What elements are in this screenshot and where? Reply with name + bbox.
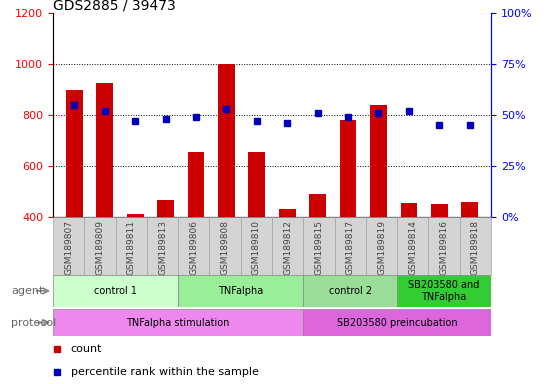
- Bar: [84, 217, 116, 275]
- Bar: [187, 152, 204, 217]
- Text: count: count: [70, 344, 102, 354]
- Bar: [209, 217, 240, 275]
- Text: GSM189808: GSM189808: [220, 220, 229, 275]
- Bar: [178, 217, 209, 275]
- Text: GDS2885 / 39473: GDS2885 / 39473: [53, 0, 176, 12]
- Bar: [397, 275, 491, 307]
- Bar: [304, 309, 491, 336]
- Text: GSM189819: GSM189819: [377, 220, 386, 275]
- Bar: [431, 204, 448, 217]
- Text: GSM189818: GSM189818: [471, 220, 480, 275]
- Bar: [429, 217, 460, 275]
- Bar: [335, 217, 366, 275]
- Text: GSM189816: GSM189816: [440, 220, 449, 275]
- Text: GSM189807: GSM189807: [64, 220, 73, 275]
- Bar: [178, 275, 304, 307]
- Text: agent: agent: [11, 286, 44, 296]
- Text: GSM189813: GSM189813: [158, 220, 167, 275]
- Text: SB203580 preincubation: SB203580 preincubation: [337, 318, 458, 328]
- Bar: [460, 217, 491, 275]
- Bar: [240, 217, 272, 275]
- Bar: [340, 120, 357, 217]
- Bar: [272, 217, 304, 275]
- Text: protocol: protocol: [11, 318, 56, 328]
- Bar: [147, 217, 178, 275]
- Bar: [309, 194, 326, 217]
- Bar: [304, 275, 397, 307]
- Text: GSM189809: GSM189809: [95, 220, 104, 275]
- Bar: [401, 203, 417, 217]
- Bar: [66, 90, 83, 217]
- Bar: [370, 105, 387, 217]
- Text: GSM189806: GSM189806: [189, 220, 198, 275]
- Bar: [53, 275, 178, 307]
- Text: control 2: control 2: [329, 286, 372, 296]
- Bar: [248, 152, 265, 217]
- Bar: [304, 217, 335, 275]
- Bar: [157, 200, 174, 217]
- Bar: [218, 64, 235, 217]
- Text: GSM189810: GSM189810: [252, 220, 261, 275]
- Bar: [279, 209, 296, 217]
- Text: GSM189815: GSM189815: [315, 220, 324, 275]
- Bar: [127, 214, 143, 217]
- Text: control 1: control 1: [94, 286, 137, 296]
- Text: GSM189812: GSM189812: [283, 220, 292, 275]
- Bar: [366, 217, 397, 275]
- Text: TNFalpha stimulation: TNFalpha stimulation: [127, 318, 230, 328]
- Bar: [397, 217, 429, 275]
- Bar: [97, 83, 113, 217]
- Bar: [53, 309, 304, 336]
- Text: GSM189814: GSM189814: [408, 220, 417, 275]
- Text: percentile rank within the sample: percentile rank within the sample: [70, 367, 258, 377]
- Text: GSM189811: GSM189811: [127, 220, 136, 275]
- Bar: [116, 217, 147, 275]
- Bar: [53, 217, 84, 275]
- Text: GSM189817: GSM189817: [346, 220, 355, 275]
- Text: SB203580 and
TNFalpha: SB203580 and TNFalpha: [408, 280, 480, 302]
- Text: TNFalpha: TNFalpha: [218, 286, 263, 296]
- Bar: [461, 202, 478, 217]
